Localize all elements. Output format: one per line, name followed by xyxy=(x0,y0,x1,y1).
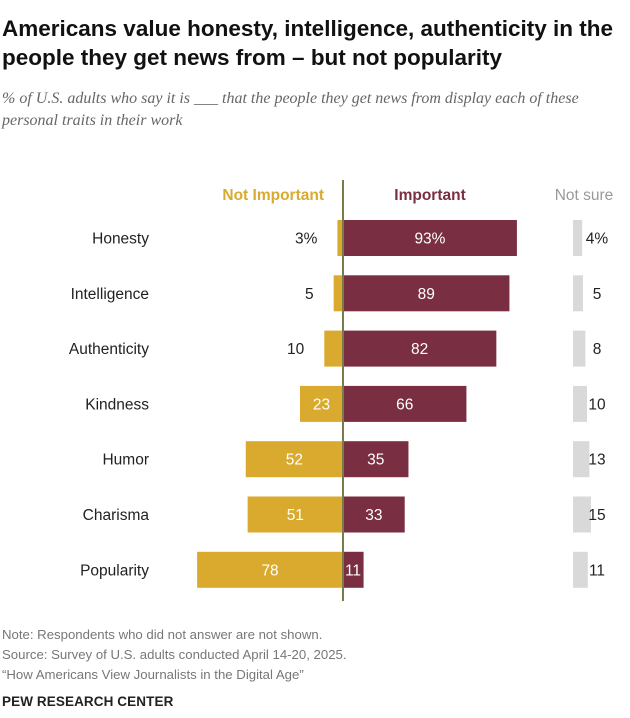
bar-not-sure-honesty xyxy=(573,220,583,256)
value-label-not-important-honesty: 3% xyxy=(295,231,318,248)
brand-logo-text: PEW RESEARCH CENTER xyxy=(2,694,174,709)
report-title: “How Americans View Journalists in the D… xyxy=(2,667,304,682)
chart-notes: Note: Respondents who did not answer are… xyxy=(2,625,628,685)
bar-important-authenticity xyxy=(343,330,497,367)
source-text: Source: Survey of U.S. adults conducted … xyxy=(2,647,347,662)
value-label-not-sure-honesty: 4% xyxy=(586,231,609,248)
bar-not-sure-charisma xyxy=(573,496,591,533)
note-text: Note: Respondents who did not answer are… xyxy=(2,627,323,642)
value-label-not-sure-authenticity: 8 xyxy=(593,341,602,358)
bar-not-sure-intelligence xyxy=(573,275,583,312)
bar-not-important-intelligence xyxy=(333,275,343,312)
value-label-not-important-popularity: 78 xyxy=(261,562,278,579)
bar-not-important-kindness xyxy=(299,385,343,422)
bar-not-important-charisma xyxy=(247,496,343,533)
value-label-important-charisma: 33 xyxy=(365,507,382,524)
bar-important-honesty xyxy=(343,220,517,256)
bar-important-kindness xyxy=(343,385,467,422)
value-label-important-kindness: 66 xyxy=(396,396,413,413)
legend-important: Important xyxy=(394,187,465,204)
category-label-humor: Humor xyxy=(102,452,149,469)
value-label-not-important-intelligence: 5 xyxy=(305,286,314,303)
bar-important-humor xyxy=(343,441,409,478)
value-label-not-sure-intelligence: 5 xyxy=(593,286,602,303)
bar-not-sure-kindness xyxy=(573,385,587,422)
chart-subtitle: % of U.S. adults who say it is ___ that … xyxy=(2,90,579,129)
value-label-not-sure-kindness: 10 xyxy=(588,396,606,413)
value-label-not-sure-humor: 13 xyxy=(588,452,605,469)
value-label-important-popularity: 11 xyxy=(345,562,361,579)
diverging-bar-chart: Not Important Important Not sure Honesty 3% 9… xyxy=(69,180,614,601)
value-label-not-important-kindness: 23 xyxy=(313,396,330,413)
value-label-not-sure-charisma: 15 xyxy=(588,507,605,524)
legend-not-important: Not Important xyxy=(222,187,324,204)
category-label-intelligence: Intelligence xyxy=(71,286,149,303)
bar-not-important-popularity xyxy=(197,551,343,588)
category-label-popularity: Popularity xyxy=(80,562,149,579)
value-label-not-important-authenticity: 10 xyxy=(287,341,305,358)
category-label-kindness: Kindness xyxy=(85,396,149,413)
legend-not-sure: Not sure xyxy=(555,187,614,204)
value-label-important-authenticity: 82 xyxy=(411,341,428,358)
value-label-important-intelligence: 89 xyxy=(418,286,435,303)
value-label-not-important-humor: 52 xyxy=(286,452,303,469)
bar-not-sure-authenticity xyxy=(573,330,586,367)
bar-important-charisma xyxy=(343,496,405,533)
bar-not-important-humor xyxy=(245,441,343,478)
value-label-important-honesty: 93% xyxy=(414,231,445,248)
bar-not-important-authenticity xyxy=(324,330,343,367)
value-label-not-sure-popularity: 11 xyxy=(589,562,605,579)
bar-important-intelligence xyxy=(343,275,510,312)
category-label-charisma: Charisma xyxy=(83,507,150,524)
category-label-authenticity: Authenticity xyxy=(69,341,149,358)
bar-not-sure-popularity xyxy=(573,551,588,588)
value-label-not-important-charisma: 51 xyxy=(287,507,304,524)
bar-not-important-honesty xyxy=(337,220,343,256)
value-label-important-humor: 35 xyxy=(367,452,384,469)
bar-important-popularity xyxy=(343,551,364,588)
bar-not-sure-humor xyxy=(573,441,590,478)
category-label-honesty: Honesty xyxy=(92,231,149,248)
chart-title: Americans value honesty, intelligence, a… xyxy=(2,16,613,70)
